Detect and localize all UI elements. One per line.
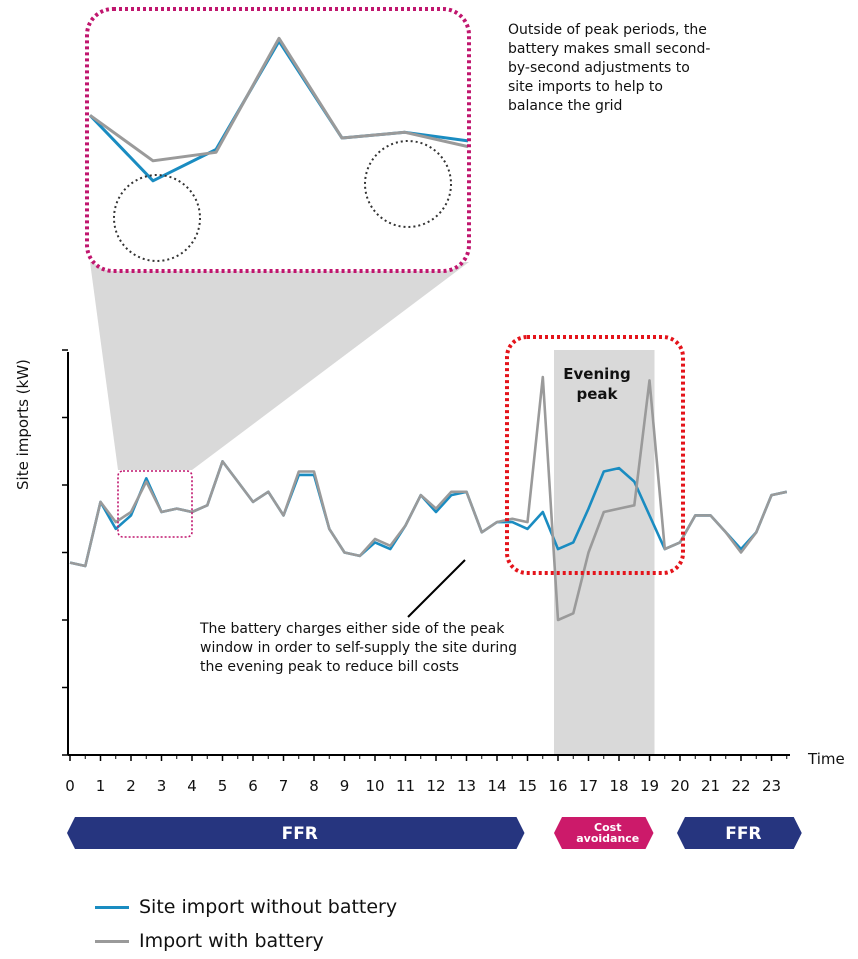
zoom-source-box — [117, 470, 193, 538]
evening-peak-box — [505, 335, 685, 575]
band-ffr-2 — [677, 817, 802, 849]
legend: Site import without battery Import with … — [95, 890, 397, 958]
x-tick-label: 23 — [762, 777, 781, 795]
x-tick-label: 16 — [548, 777, 567, 795]
legend-swatch-grey — [95, 939, 129, 943]
inset-border — [85, 7, 471, 273]
x-tick-label: 15 — [518, 777, 537, 795]
x-tick-label: 17 — [579, 777, 598, 795]
inset-highlight-circle-left — [113, 174, 201, 262]
x-axis-label: Time — [808, 750, 845, 768]
x-tick-label: 20 — [670, 777, 689, 795]
series-line-without-battery — [69, 460, 788, 568]
band-label-cost-avoidance: Cost — [594, 821, 621, 834]
band-ffr-0 — [67, 817, 525, 849]
inset-background — [87, 9, 469, 271]
x-tick-label: 19 — [640, 777, 659, 795]
band-label-ffr: FFR — [282, 824, 318, 844]
series-line-with-battery — [69, 375, 788, 622]
x-tick-label: 9 — [340, 777, 350, 795]
legend-item-grey: Import with battery — [95, 924, 397, 958]
x-tick-label: 21 — [701, 777, 720, 795]
y-axis-label: Site imports (kW) — [14, 359, 32, 490]
legend-swatch-blue — [95, 905, 129, 909]
annotation-top: Outside of peak periods, the battery mak… — [508, 22, 711, 114]
inset-highlight-circle-right — [364, 140, 452, 228]
evening-peak-label: Evening peak — [563, 365, 631, 403]
x-tick-label: 13 — [457, 777, 476, 795]
peak-window-shade — [554, 350, 655, 755]
zoom-funnel — [90, 262, 469, 470]
x-tick-label: 22 — [731, 777, 750, 795]
x-tick-label: 8 — [309, 777, 319, 795]
x-tick-label: 5 — [218, 777, 228, 795]
x-tick-label: 12 — [426, 777, 445, 795]
band-label-cost-avoidance: avoidance — [576, 832, 639, 845]
legend-label-grey: Import with battery — [139, 930, 324, 952]
x-tick-label: 0 — [65, 777, 75, 795]
x-tick-label: 7 — [279, 777, 289, 795]
legend-label-blue: Site import without battery — [139, 896, 398, 918]
annotation-pointer — [407, 559, 466, 618]
x-tick-label: 18 — [609, 777, 628, 795]
band-label-ffr: FFR — [725, 824, 761, 844]
x-tick-label: 11 — [396, 777, 415, 795]
x-tick-label: 14 — [487, 777, 506, 795]
inset-line-with-battery — [89, 36, 469, 163]
x-tick-label: 10 — [365, 777, 384, 795]
x-tick-label: 4 — [187, 777, 197, 795]
legend-item-blue: Site import without battery — [95, 890, 397, 924]
band-cost-avoidance — [554, 817, 654, 849]
x-tick-label: 1 — [96, 777, 106, 795]
x-tick-label: 2 — [126, 777, 136, 795]
x-tick-label: 3 — [157, 777, 167, 795]
x-tick-label: 6 — [248, 777, 258, 795]
annotation-bottom: The battery charges either side of the p… — [200, 621, 517, 675]
